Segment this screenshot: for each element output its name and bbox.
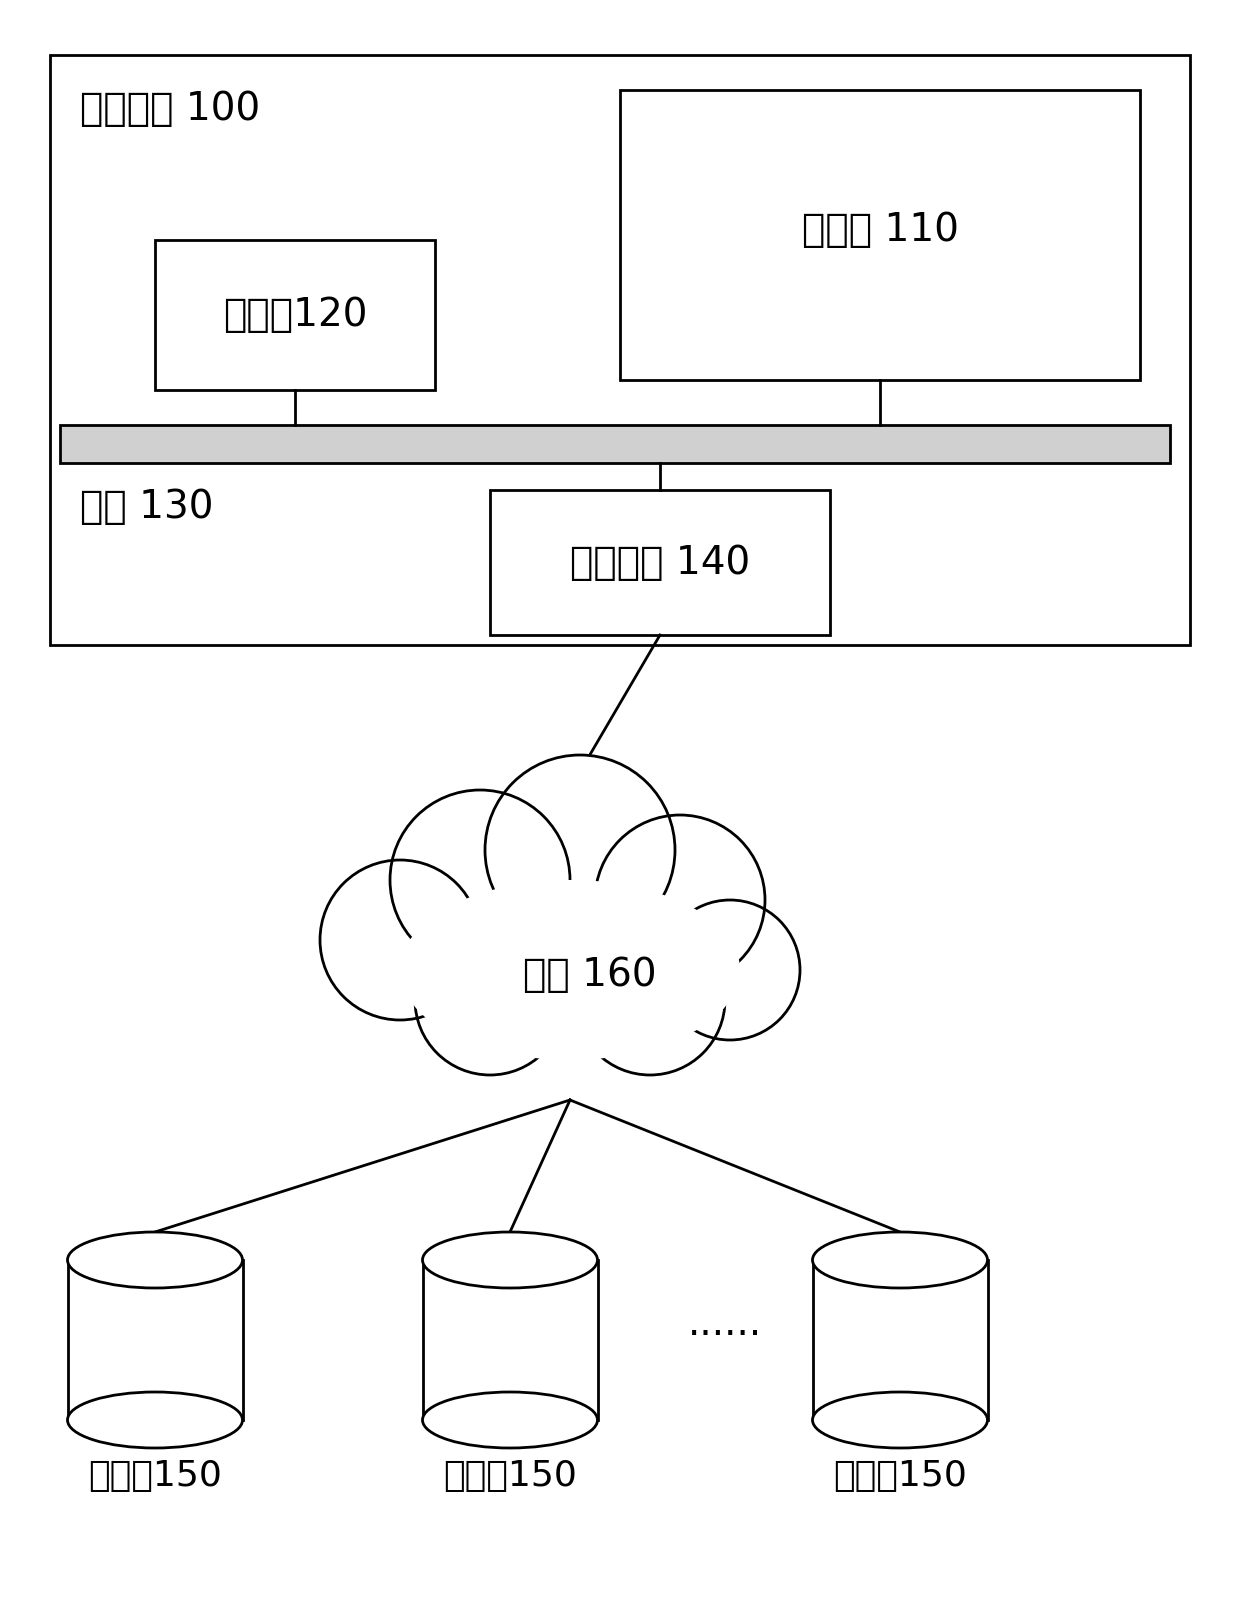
Bar [620,89,1140,380]
Bar [490,491,830,634]
Text: 数据库150: 数据库150 [88,1459,222,1493]
Bar [155,240,435,390]
Bar [812,1259,987,1421]
Ellipse shape [812,1232,987,1288]
Bar [60,425,1171,463]
Bar [423,1259,598,1421]
Text: 接入设备 140: 接入设备 140 [570,543,750,582]
Circle shape [495,904,645,1055]
Circle shape [575,925,725,1075]
Text: 数据库150: 数据库150 [443,1459,577,1493]
Ellipse shape [67,1232,243,1288]
Ellipse shape [423,1392,598,1448]
Ellipse shape [423,1232,598,1288]
Text: 存储器 110: 存储器 110 [801,211,959,249]
Text: 处理器120: 处理器120 [223,296,367,334]
Ellipse shape [401,880,740,1059]
Circle shape [595,815,765,984]
Ellipse shape [67,1392,243,1448]
Text: ······: ······ [688,1317,763,1354]
Text: 网络 160: 网络 160 [523,956,657,994]
Text: 数据库150: 数据库150 [833,1459,967,1493]
Ellipse shape [812,1392,987,1448]
Text: 总线 130: 总线 130 [81,487,213,526]
Circle shape [320,860,480,1020]
Bar [50,54,1190,646]
Circle shape [660,900,800,1040]
Bar [67,1259,243,1421]
Text: 电子设备 100: 电子设备 100 [81,89,260,128]
Circle shape [485,754,675,944]
Circle shape [391,789,570,970]
Circle shape [415,925,565,1075]
